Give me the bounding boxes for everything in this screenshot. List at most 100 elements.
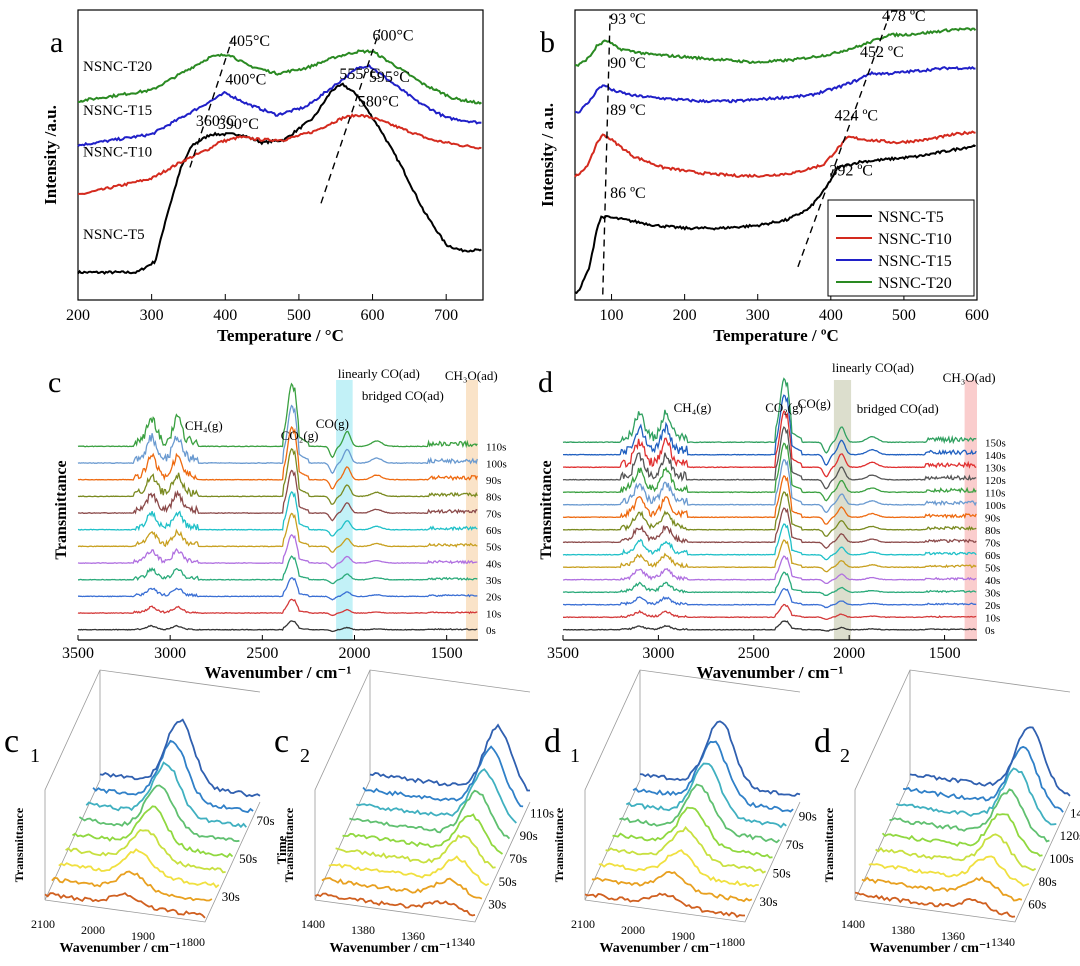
x-tick-label: 1360 xyxy=(401,929,425,943)
spectrum-line xyxy=(77,382,478,459)
waterfall-line xyxy=(85,761,247,829)
peak-annotation: 89 ºC xyxy=(610,102,646,119)
x-tick-label: 3500 xyxy=(547,645,579,662)
x-tick-label: 1400 xyxy=(301,917,325,931)
x-tick-label: 100 xyxy=(600,307,624,324)
series-line-nsnc-t5 xyxy=(574,144,976,295)
x-tick-label: 200 xyxy=(66,307,90,324)
waterfall-line xyxy=(99,718,261,798)
peak-annotation: 405°C xyxy=(229,33,270,50)
axes-box xyxy=(584,669,801,923)
x-tick-label: 2100 xyxy=(571,917,595,931)
panel-d: d 0s10s20s30s40s50s60s70s80s90s100s110s12… xyxy=(538,360,1006,682)
legend: NSNC-T5 NSNC-T10 NSNC-T15 NSNC-T20 xyxy=(827,199,975,297)
band-annotation: linearly CO(ad) xyxy=(338,366,420,381)
series-label: NSNC-T15 xyxy=(83,103,152,119)
panel-c: c 0s 10s 20s 30s 40s 50s 60s 70s 80s 90s 100s 110s 35… xyxy=(48,366,507,682)
band-annotation: CH₃O(ad) xyxy=(943,370,996,385)
time-tick-label: 70s xyxy=(786,837,804,852)
band-annotation: CO(g) xyxy=(798,396,831,411)
series-line-nsnc-t15 xyxy=(575,65,976,114)
panel-label: b xyxy=(540,26,555,59)
x-tick-label: 1380 xyxy=(351,923,375,937)
spectrum-line xyxy=(562,458,977,514)
time-label: 20s xyxy=(486,592,501,604)
x-tick-label: 1380 xyxy=(891,923,915,937)
waterfall-line xyxy=(355,768,517,824)
peak-annotation: 93 ºC xyxy=(610,11,646,28)
peak-annotation: 424 ºC xyxy=(834,107,878,124)
x-tick-label: 500 xyxy=(892,307,916,324)
spectrum-line xyxy=(563,410,977,478)
series-line-nsnc-t15 xyxy=(77,64,482,148)
x-tick-label: 1360 xyxy=(941,929,965,943)
plot-frame xyxy=(574,9,978,301)
x-tick-label: 1900 xyxy=(671,929,695,943)
time-label: 60s xyxy=(985,550,1000,562)
spectrum-line xyxy=(562,507,977,549)
spectrum-line xyxy=(77,425,478,490)
time-tick-label: 50s xyxy=(239,851,257,866)
x-tick-label: 1800 xyxy=(181,935,205,949)
time-label: 140s xyxy=(985,450,1006,462)
y-axis-label: Intensity / a.u. xyxy=(538,103,557,207)
time-tick-label: 120s xyxy=(1060,828,1080,843)
spectrum-line xyxy=(77,533,478,569)
waterfall-line xyxy=(861,876,1023,902)
x-tick-label: 300 xyxy=(140,307,164,324)
waterfall-line xyxy=(889,788,1050,843)
x-tick-label: 300 xyxy=(746,307,770,324)
time-tick-label: 110s xyxy=(530,805,554,820)
x-tick-label: 2000 xyxy=(338,645,370,662)
time-tick-label: 30s xyxy=(488,897,506,912)
x-tick-label: 600 xyxy=(361,307,385,324)
x-tick-label: 3000 xyxy=(642,645,674,662)
x-tick-label: 600 xyxy=(965,307,989,324)
time-label: 50s xyxy=(486,542,501,554)
band-annotation: CH₄(g) xyxy=(185,418,223,433)
waterfall-line xyxy=(369,723,530,792)
x-tick-label: 1340 xyxy=(451,935,475,949)
x-axis-label: Wavenumber / cm⁻¹ xyxy=(330,941,451,956)
x-axis-label: Wavenumber / cm⁻¹ xyxy=(600,941,721,956)
axes-box xyxy=(44,669,261,923)
waterfall-line xyxy=(598,849,759,888)
spectrum-line xyxy=(562,555,977,585)
band-annotation: linearly CO(ad) xyxy=(832,360,914,375)
time-label: 130s xyxy=(985,463,1006,475)
spectrum-line xyxy=(562,491,977,537)
y-axis-label: Transmittance xyxy=(282,807,296,882)
x-tick-label: 2500 xyxy=(246,645,278,662)
waterfall-line xyxy=(362,745,524,808)
guide-line xyxy=(320,29,381,204)
x-tick-label: 2000 xyxy=(81,923,105,937)
spectrum-line xyxy=(562,571,977,596)
time-axis-label: Time xyxy=(274,835,289,864)
x-tick-label: 200 xyxy=(673,307,697,324)
x-tick-label: 2500 xyxy=(738,645,770,662)
waterfall-line xyxy=(72,805,234,858)
y-axis-label: Transmittance xyxy=(552,807,566,882)
peak-annotation: 86 ºC xyxy=(610,185,646,202)
time-tick-label: 30s xyxy=(760,894,778,909)
waterfall-line xyxy=(65,828,226,874)
panel-label-subscript: 2 xyxy=(840,745,850,767)
waterfall-line xyxy=(314,892,476,917)
panel-b: b 100 200 300 400 500 600 Temperature / ºC Inten… xyxy=(538,8,989,345)
axes-box xyxy=(314,669,531,923)
time-label: 40s xyxy=(486,558,501,570)
spectrum-line xyxy=(77,447,478,505)
time-label: 80s xyxy=(985,525,1000,537)
waterfall-line xyxy=(854,891,1016,918)
waterfall-line xyxy=(328,855,490,887)
time-label: 60s xyxy=(486,525,501,537)
legend-label: NSNC-T5 xyxy=(878,209,944,226)
x-tick-label: 1500 xyxy=(929,645,961,662)
time-tick-label: 70s xyxy=(257,813,275,828)
peak-annotation: 400°C xyxy=(225,72,266,89)
x-axis-label: Wavenumber / cm⁻¹ xyxy=(205,663,352,682)
